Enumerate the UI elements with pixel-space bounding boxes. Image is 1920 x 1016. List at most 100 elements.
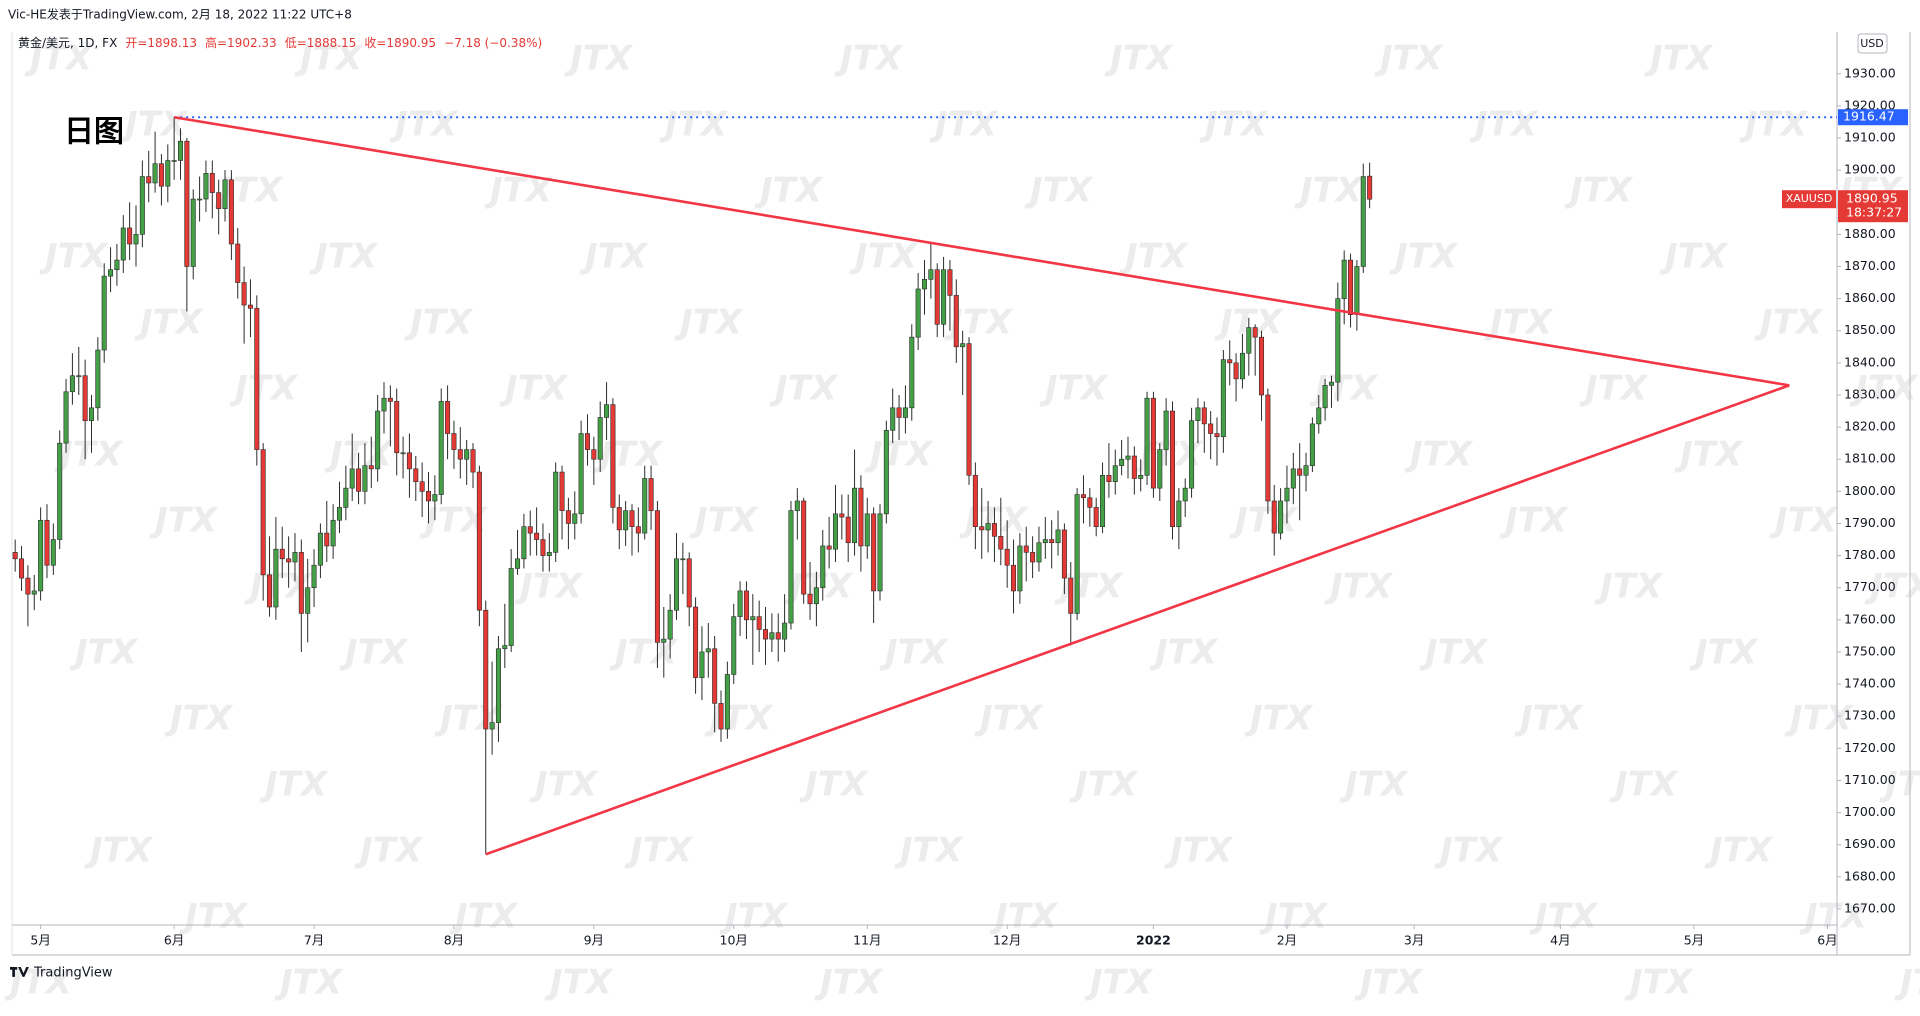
candle-body [769,632,775,640]
candle-body [1316,407,1322,425]
candle-body [1093,507,1099,527]
watermark: JTX [1469,105,1539,145]
x-tick-label: 2022 [1136,933,1171,948]
watermark: JTX [544,963,614,1003]
watermark: JTX [274,963,344,1003]
candle-body [165,160,171,187]
candle-body [610,404,616,508]
candle-body [616,507,622,531]
x-tick-label: 5月 [1684,933,1704,948]
watermark: JTX [689,501,759,541]
candle-body [1004,548,1010,566]
watermark: JTX [1674,435,1744,475]
candle-body [82,375,88,421]
candle-body [553,471,559,553]
y-tick-label: 1700.00 [1844,804,1896,819]
candle-body [635,526,641,534]
candle-body [413,468,419,483]
y-tick-label: 1710.00 [1844,772,1896,787]
watermark: JTX [1259,897,1329,937]
watermark: JTX [1039,369,1109,409]
candle-body [1259,336,1265,396]
candle-body [686,558,692,608]
watermark: JTX [1754,303,1824,343]
watermark: JTX [404,303,474,343]
watermark: JTX [1514,699,1584,739]
watermark: JTX [989,897,1059,937]
candle-body [362,465,368,492]
candle-body [1061,529,1067,579]
candle-body [63,391,69,444]
currency-button[interactable] [1857,33,1888,54]
watermark: JTX [1374,39,1444,79]
candle-body [286,558,292,563]
watermark: JTX [894,831,964,871]
candle-body [114,259,120,271]
candle-body [1328,381,1334,386]
y-tick-label: 1750.00 [1844,643,1896,658]
candle-body [845,516,851,544]
candle-body [743,590,749,621]
candle-body [476,471,482,611]
x-tick-label: 10月 [720,933,748,948]
candle-body [693,606,699,678]
candle-body [896,407,902,418]
watermark: JTX [659,105,729,145]
candle-body [356,468,362,492]
candle-body [820,545,826,589]
candle-body [1278,500,1284,534]
y-tick-label: 1790.00 [1844,515,1896,530]
candle-body [998,536,1004,550]
watermark: JTX [1864,567,1920,607]
candle-body [801,500,807,595]
watermark: JTX [704,699,774,739]
candle-body [445,401,451,434]
watermark: JTX [309,237,379,277]
candle-body [139,176,145,235]
candle-body [298,552,304,614]
trendline [173,115,1790,387]
watermark: JTX [1529,897,1599,937]
watermark: JTX [974,699,1044,739]
candle-body [877,513,883,592]
watermark: JTX [814,963,884,1003]
candle-body [324,532,330,547]
candle-body [57,442,63,540]
watermark: JTX [69,633,139,673]
candle-body [120,227,126,261]
candle-body [247,304,253,309]
candle-body [756,616,762,630]
watermark: JTX [1229,501,1299,541]
candle-body [724,674,730,730]
currency-label[interactable]: USD [1860,37,1884,50]
candle-body [1309,423,1315,466]
candle-body [559,471,565,511]
candle-body [890,407,896,431]
watermark: JTX [1579,369,1649,409]
series-name: XAUUSD [1786,192,1833,205]
x-tick-label: 4月 [1550,933,1570,948]
candle-body [158,163,164,187]
y-tick-label: 1720.00 [1844,740,1896,755]
watermark: JTX [929,105,999,145]
candle-body [438,401,444,495]
candle-body [400,452,406,455]
candle-body [921,279,927,290]
candle-body [642,478,648,534]
candle-body [1220,359,1226,438]
candle-body [190,198,196,267]
watermark: JTX [564,39,634,79]
candle-body [1297,468,1303,476]
candle-body [394,401,400,454]
candle-body [915,288,921,338]
candle-body [991,523,997,537]
y-tick-label: 1810.00 [1844,451,1896,466]
candle-body [763,629,769,640]
candle-body [909,336,915,409]
watermark: JTX [339,633,409,673]
y-tick-label: 1900.00 [1844,162,1896,177]
x-tick-label: 7月 [304,933,324,948]
candle-body [279,548,285,560]
candle-body [1195,407,1201,421]
